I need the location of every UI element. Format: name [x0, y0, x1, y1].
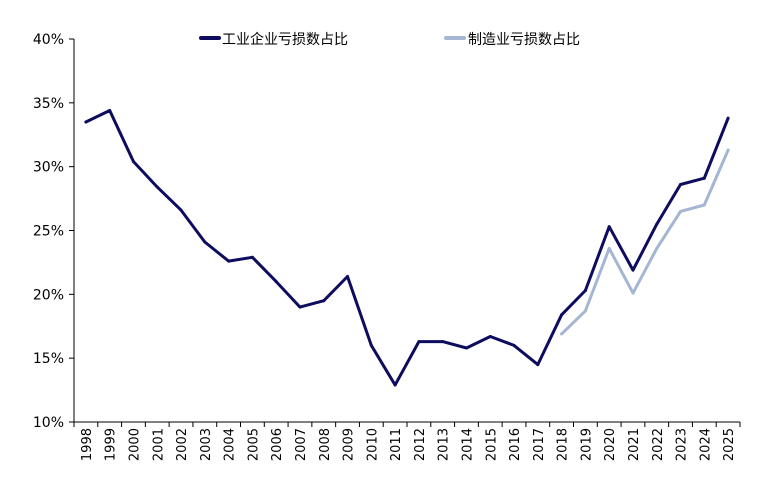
x-tick-label: 2022 [651, 428, 666, 461]
data-point-industrial [631, 268, 635, 272]
data-point-manufacturing [631, 291, 635, 295]
data-point-industrial [441, 340, 445, 344]
data-point-manufacturing [679, 209, 682, 213]
x-tick-label: 2019 [579, 428, 594, 461]
data-point-industrial [250, 255, 254, 259]
x-tick-label: 2017 [532, 428, 547, 461]
data-point-industrial [417, 340, 421, 344]
x-tick-label: 2024 [698, 428, 713, 461]
y-axis-ticks: 40% 35% 30% 25% 20% 15% 10% [33, 32, 74, 431]
data-point-industrial [726, 116, 730, 120]
x-tick-label: 2005 [246, 428, 261, 461]
data-point-industrial [155, 185, 159, 189]
data-point-manufacturing [726, 148, 730, 152]
legend-label-industrial: 工业企业亏损数占比 [222, 31, 348, 48]
series-layer [84, 109, 730, 387]
legend-label-manufacturing: 制造业亏损数占比 [468, 32, 580, 48]
x-tick-label: 2025 [722, 428, 737, 461]
x-tick-label: 2009 [342, 428, 357, 461]
x-tick-label: 2008 [318, 428, 333, 461]
data-point-industrial [607, 225, 611, 229]
data-point-industrial [560, 313, 564, 317]
data-point-manufacturing [702, 203, 706, 207]
data-point-industrial [393, 383, 397, 387]
x-tick-label: 2016 [508, 428, 523, 461]
x-tick-label: 2013 [437, 428, 452, 461]
x-tick-label: 2007 [294, 428, 309, 461]
data-point-industrial [84, 120, 88, 124]
y-tick-label: 30% [33, 160, 64, 176]
data-point-industrial [488, 335, 492, 338]
data-point-industrial [132, 160, 135, 164]
series-line-manufacturing [560, 148, 730, 336]
data-point-industrial [274, 280, 278, 284]
data-point-industrial [227, 259, 231, 263]
x-tick-label: 2004 [223, 428, 238, 461]
x-tick-label: 2014 [460, 428, 475, 461]
y-tick-label: 40% [33, 32, 64, 48]
x-tick-label: 2000 [127, 428, 142, 461]
x-tick-label: 2006 [270, 428, 285, 461]
x-tick-label: 2003 [199, 428, 214, 461]
data-point-industrial [322, 299, 326, 303]
x-tick-label: 2001 [151, 428, 166, 461]
data-point-industrial [298, 305, 302, 309]
data-point-industrial [702, 176, 706, 180]
data-point-industrial [465, 346, 468, 350]
data-point-industrial [108, 109, 112, 112]
data-point-manufacturing [607, 246, 611, 250]
x-axis-ticks: 1998 1999 2000 2001 2002 2003 2004 2005 2006 2007… [73, 422, 741, 461]
y-tick-label: 35% [33, 96, 64, 112]
data-point-industrial [679, 183, 682, 186]
x-tick-label: 1999 [104, 428, 119, 461]
series-line-industrial [84, 109, 730, 387]
data-point-industrial [179, 208, 183, 212]
x-tick-label: 2002 [175, 428, 190, 461]
data-point-industrial [346, 275, 349, 278]
data-point-manufacturing [655, 246, 659, 250]
x-tick-label: 2010 [365, 428, 380, 461]
x-tick-label: 2023 [675, 428, 690, 461]
x-tick-label: 2015 [484, 428, 499, 461]
x-tick-label: 2012 [413, 428, 428, 461]
data-point-manufacturing [583, 309, 587, 313]
y-tick-label: 25% [33, 224, 64, 240]
y-tick-label: 20% [33, 287, 64, 303]
x-tick-label: 1998 [80, 428, 95, 461]
data-point-industrial [369, 343, 373, 347]
x-tick-label: 2018 [556, 428, 571, 461]
data-point-industrial [512, 343, 516, 347]
data-point-industrial [655, 222, 659, 226]
y-tick-label: 15% [33, 351, 64, 367]
x-tick-label: 2020 [603, 428, 618, 461]
data-point-industrial [203, 240, 207, 244]
legend: 工业企业亏损数占比 制造业亏损数占比 [199, 31, 580, 48]
y-tick-label: 10% [33, 415, 64, 431]
data-point-industrial [536, 363, 540, 367]
x-tick-label: 2011 [389, 428, 404, 461]
data-point-manufacturing [560, 332, 564, 336]
data-point-industrial [583, 289, 587, 292]
x-tick-label: 2021 [627, 428, 642, 461]
